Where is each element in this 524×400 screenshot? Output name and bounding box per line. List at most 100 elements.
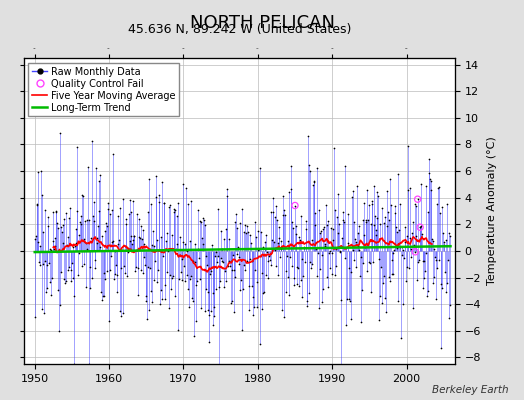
Point bbox=[240, 229, 248, 235]
Point bbox=[291, 231, 300, 237]
Point bbox=[146, 201, 155, 208]
Point bbox=[143, 208, 151, 215]
Point bbox=[352, 264, 361, 270]
Point bbox=[129, 233, 138, 240]
Point bbox=[50, 246, 58, 252]
Point bbox=[73, 144, 81, 150]
Point bbox=[443, 201, 452, 208]
Point bbox=[86, 285, 95, 292]
Point bbox=[94, 223, 102, 229]
Point bbox=[396, 244, 404, 250]
Point bbox=[34, 169, 42, 176]
Point bbox=[331, 207, 340, 213]
Point bbox=[88, 137, 96, 144]
Point bbox=[90, 218, 99, 224]
Point bbox=[304, 133, 312, 139]
Point bbox=[231, 218, 239, 225]
Point bbox=[412, 233, 421, 239]
Point bbox=[156, 301, 164, 307]
Point bbox=[111, 248, 119, 254]
Point bbox=[40, 207, 49, 213]
Point bbox=[370, 183, 378, 190]
Point bbox=[278, 307, 286, 313]
Point bbox=[268, 209, 277, 216]
Point bbox=[310, 178, 319, 185]
Point bbox=[436, 344, 445, 351]
Point bbox=[184, 286, 193, 292]
Point bbox=[324, 218, 333, 224]
Point bbox=[440, 242, 448, 248]
Point bbox=[77, 213, 85, 220]
Point bbox=[54, 328, 63, 334]
Point bbox=[84, 360, 93, 367]
Point bbox=[439, 229, 447, 236]
Point bbox=[249, 312, 258, 318]
Point bbox=[297, 213, 305, 219]
Point bbox=[206, 271, 214, 277]
Point bbox=[232, 210, 241, 217]
Point bbox=[214, 284, 223, 290]
Point bbox=[377, 264, 385, 270]
Point bbox=[37, 192, 46, 198]
Point bbox=[211, 252, 219, 259]
Point bbox=[252, 234, 260, 240]
Point bbox=[166, 271, 174, 278]
Point bbox=[43, 285, 51, 292]
Point bbox=[179, 238, 187, 245]
Point bbox=[223, 186, 232, 192]
Text: Berkeley Earth: Berkeley Earth bbox=[432, 385, 508, 395]
Point bbox=[357, 254, 365, 260]
Point bbox=[241, 266, 249, 273]
Point bbox=[37, 168, 45, 174]
Point bbox=[58, 240, 67, 246]
Point bbox=[365, 258, 373, 265]
Point bbox=[47, 247, 56, 254]
Point bbox=[119, 195, 127, 202]
Point bbox=[410, 242, 418, 248]
Point bbox=[70, 293, 79, 299]
Point bbox=[337, 297, 346, 303]
Point bbox=[88, 275, 96, 281]
Point bbox=[112, 272, 121, 278]
Point bbox=[426, 176, 434, 182]
Point bbox=[427, 178, 435, 185]
Point bbox=[141, 293, 150, 299]
Point bbox=[243, 223, 251, 229]
Point bbox=[434, 257, 443, 264]
Point bbox=[234, 261, 243, 267]
Point bbox=[401, 224, 409, 230]
Point bbox=[302, 302, 311, 309]
Point bbox=[35, 259, 43, 265]
Point bbox=[325, 248, 334, 254]
Point bbox=[241, 222, 249, 228]
Point bbox=[366, 260, 374, 266]
Point bbox=[433, 265, 442, 272]
Point bbox=[446, 302, 455, 308]
Point bbox=[226, 263, 234, 269]
Point bbox=[378, 204, 387, 211]
Point bbox=[86, 264, 94, 270]
Point bbox=[231, 274, 239, 280]
Point bbox=[342, 322, 350, 329]
Point bbox=[402, 264, 411, 270]
Point bbox=[435, 184, 443, 190]
Point bbox=[129, 198, 137, 204]
Point bbox=[328, 250, 336, 256]
Point bbox=[207, 308, 215, 315]
Point bbox=[358, 287, 366, 293]
Point bbox=[441, 237, 450, 244]
Point bbox=[424, 209, 432, 216]
Point bbox=[158, 296, 167, 302]
Point bbox=[159, 253, 167, 259]
Point bbox=[220, 284, 228, 290]
Point bbox=[362, 216, 370, 223]
Point bbox=[233, 224, 241, 231]
Point bbox=[71, 242, 79, 249]
Point bbox=[352, 238, 360, 245]
Point bbox=[376, 293, 385, 300]
Point bbox=[338, 234, 346, 241]
Point bbox=[162, 269, 171, 275]
Point bbox=[346, 268, 355, 275]
Point bbox=[176, 251, 184, 258]
Point bbox=[307, 265, 315, 271]
